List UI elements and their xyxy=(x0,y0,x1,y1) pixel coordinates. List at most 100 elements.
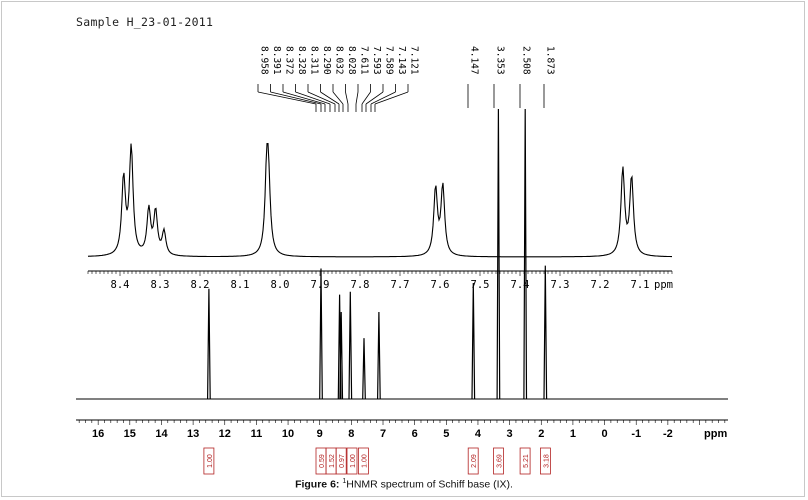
peak-label: 3.353 xyxy=(495,46,506,75)
full-tick-label: 11 xyxy=(251,428,263,440)
full-spectrum-peak xyxy=(471,282,476,400)
integral-box xyxy=(357,447,369,475)
caption-text: HNMR spectrum of Schiff base (IX). xyxy=(346,478,513,491)
expanded-spectrum-panel: 8.4 8.3 8.2 8.1 8.0 7.9 7.8 7.7 7.6 7.5 7.4 7.3 7.2 7… xyxy=(87,143,673,291)
peak-label-connector xyxy=(374,91,409,105)
expanded-tick-label: 8.4 xyxy=(111,279,130,291)
integral-box xyxy=(540,447,551,475)
full-tick-label: 8 xyxy=(348,428,354,440)
expanded-tick-label: 7.8 xyxy=(351,279,370,291)
full-tick-label: -1 xyxy=(631,428,641,440)
peak-label-connector xyxy=(307,91,336,105)
peak-label: 2.508 xyxy=(521,46,532,75)
expanded-tick-label: 7.4 xyxy=(511,279,530,291)
expanded-tick-label: 7.1 xyxy=(631,279,650,291)
peak-label: 7.121 xyxy=(409,46,420,75)
integral-value: 1.00 xyxy=(350,454,357,468)
peak-label: 8.328 xyxy=(296,46,307,75)
expanded-tick-label: 8.1 xyxy=(231,279,250,291)
peak-label: 7.593 xyxy=(371,46,382,75)
figure-caption: Figure 6: 1HNMR spectrum of Schiff base … xyxy=(0,478,808,491)
full-tick-label: 6 xyxy=(412,428,418,440)
peak-label-connector xyxy=(257,91,317,105)
peak-label-connector xyxy=(332,91,344,105)
nmr-chart: 8.958 8.391 8.372 8.328 8.311 8.290 8.032 8.028… xyxy=(76,46,728,475)
peak-label: 8.032 xyxy=(334,46,345,75)
peak-label: 4.147 xyxy=(469,46,480,75)
full-tick-label: 1 xyxy=(570,428,576,440)
peak-label: 7.611 xyxy=(359,46,370,75)
full-spectrum-peak xyxy=(207,288,211,400)
full-axis-unit: ppm xyxy=(704,428,727,440)
integral-value: 0.59 xyxy=(319,454,326,468)
peak-label: 8.311 xyxy=(309,46,320,75)
peak-label-connector xyxy=(345,91,349,105)
full-spectrum-peak xyxy=(319,268,323,400)
integral-value: 3.18 xyxy=(543,454,550,468)
peak-label: 8.290 xyxy=(321,46,332,75)
integral-value: 1.52 xyxy=(329,454,336,468)
peak-label-connector xyxy=(365,91,384,105)
peak-label-group: 8.958 8.391 8.372 8.328 8.311 8.290 8.032 8.028… xyxy=(257,46,556,112)
integral-box xyxy=(493,447,504,475)
expanded-tick-label: 7.5 xyxy=(471,279,490,291)
peak-label: 7.143 xyxy=(396,46,407,75)
full-spectrum-peak xyxy=(348,291,353,400)
full-spectrum-peak xyxy=(339,311,344,400)
full-spectrum-peak xyxy=(523,108,528,400)
integral-box xyxy=(335,447,347,475)
full-tick-label: 12 xyxy=(219,428,231,440)
expanded-tick-label: 8.2 xyxy=(191,279,210,291)
expanded-tick-label: 7.7 xyxy=(391,279,410,291)
integral-box xyxy=(203,447,215,475)
peak-label: 1.873 xyxy=(545,46,556,75)
peak-label: 8.028 xyxy=(346,46,357,75)
peak-label-connector xyxy=(361,91,371,105)
peak-label: 7.589 xyxy=(384,46,395,75)
full-tick-label: 10 xyxy=(282,428,294,440)
peak-label: 8.391 xyxy=(271,46,282,75)
full-tick-label: 15 xyxy=(124,428,136,440)
full-tick-label: 2 xyxy=(538,428,544,440)
full-tick-label: 7 xyxy=(380,428,386,440)
expanded-spectrum-trace xyxy=(87,143,672,258)
peak-label-connector xyxy=(282,91,326,105)
integral-box xyxy=(519,447,531,475)
full-tick-label: 14 xyxy=(155,428,168,440)
integral-value: 0.97 xyxy=(339,454,346,468)
expanded-tick-label: 7.9 xyxy=(311,279,330,291)
expanded-tick-label: 8.3 xyxy=(151,279,170,291)
integral-value: 1.00 xyxy=(207,454,214,468)
peak-label-connector xyxy=(295,91,331,105)
integral-box xyxy=(467,447,479,475)
expanded-tick-label: 7.3 xyxy=(551,279,570,291)
peak-label: 8.958 xyxy=(259,46,270,75)
integral-value: 2.09 xyxy=(471,454,478,468)
integral-value: 3.69 xyxy=(497,454,504,468)
peak-label-connector xyxy=(270,91,322,105)
full-tick-label: 16 xyxy=(92,428,104,440)
peak-label-connector xyxy=(320,91,340,105)
full-spectrum-peak xyxy=(377,311,381,400)
full-tick-label: 3 xyxy=(507,428,513,440)
full-spectrum-peak xyxy=(362,338,366,400)
full-tick-label: 4 xyxy=(475,428,482,440)
full-tick-label: 5 xyxy=(443,428,449,440)
integral-value: 1.00 xyxy=(361,454,368,468)
full-spectrum-peak xyxy=(543,265,548,400)
integral-box xyxy=(346,447,358,475)
full-spectrum-peak xyxy=(496,108,501,400)
full-tick-label: -2 xyxy=(663,428,673,440)
expanded-tick-label: 8.0 xyxy=(271,279,290,291)
expanded-tick-label: 7.2 xyxy=(591,279,610,291)
caption-superscript: 1 xyxy=(342,478,347,485)
full-tick-label: 0 xyxy=(602,428,608,440)
full-tick-label: 9 xyxy=(317,428,323,440)
caption-label: Figure 6: xyxy=(295,478,340,491)
full-tick-label: 13 xyxy=(187,428,199,440)
expanded-tick-label: 7.6 xyxy=(431,279,450,291)
expanded-axis-unit: ppm xyxy=(654,279,673,291)
peak-label-connector xyxy=(355,91,359,105)
peak-label: 8.372 xyxy=(284,46,295,75)
